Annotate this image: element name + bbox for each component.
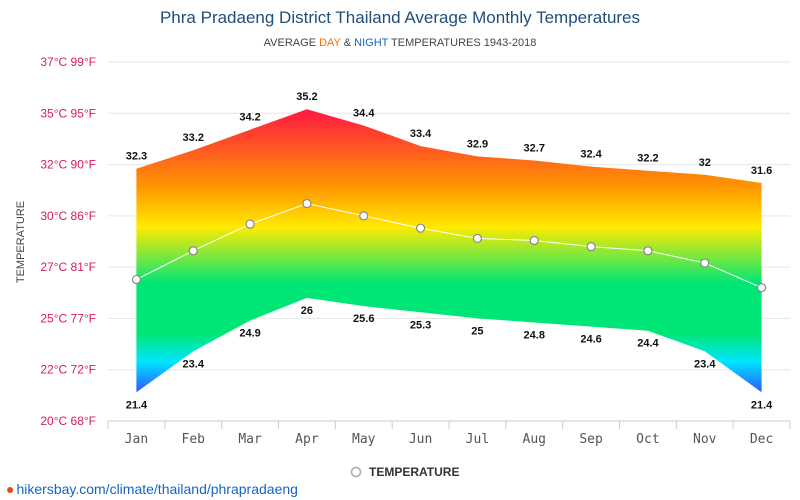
y-tick-label: 30°C 86°F — [40, 209, 96, 223]
average-point — [245, 219, 255, 229]
legend[interactable]: TEMPERATURE — [350, 465, 460, 479]
night-value-label: 26 — [301, 305, 313, 317]
x-tick-label: Mar — [238, 432, 262, 447]
night-value-label: 25.6 — [353, 313, 374, 325]
day-value-label: 32 — [699, 157, 711, 169]
y-tick-label: 25°C 77°F — [40, 311, 96, 325]
day-value-label: 32.7 — [524, 142, 545, 154]
subtitle-amp: & — [341, 37, 354, 49]
day-value-label: 32.9 — [467, 138, 488, 150]
average-temperature-line — [136, 202, 762, 289]
legend-marker-icon — [350, 466, 362, 478]
subtitle-night: NIGHT — [354, 37, 389, 49]
day-value-label: 34.2 — [239, 112, 260, 124]
subtitle-day: DAY — [319, 37, 341, 49]
night-value-label: 24.8 — [524, 330, 545, 342]
average-point — [529, 235, 539, 246]
y-axis-label: TEMPERATURE — [15, 201, 27, 283]
average-point — [131, 274, 142, 285]
day-value-label: 34.4 — [353, 108, 375, 120]
x-tick-label: Aug — [523, 432, 546, 447]
x-tick-label: Jul — [466, 432, 489, 447]
average-point — [586, 242, 596, 252]
average-point — [756, 283, 767, 293]
y-tick-label: 32°C 90°F — [40, 158, 96, 172]
night-value-label: 23.4 — [694, 358, 716, 370]
night-value-label: 24.4 — [637, 338, 659, 350]
night-value-labels: 21.4 23.4 24.9 26 25.6 25.3 25 24.8 24.6 24.4 23.4… — [126, 305, 773, 411]
y-tick-label: 37°C 99°F — [40, 55, 96, 69]
night-value-label: 24.6 — [580, 334, 601, 346]
legend-label: TEMPERATURE — [369, 465, 459, 479]
day-value-labels: 32.3 33.2 34.2 35.2 34.4 33.4 32.9 32.7 32.4 32.2… — [126, 91, 773, 177]
day-value-label: 32.3 — [126, 151, 147, 163]
y-tick-label: 20°C 68°F — [40, 414, 96, 428]
map-pin-icon: ● — [6, 481, 15, 497]
chart-title: Phra Pradaeng District Thailand Average … — [160, 8, 640, 27]
day-value-label: 33.2 — [183, 132, 204, 144]
source-link[interactable]: ● hikersbay.com/climate/thailand/phraprad… — [6, 481, 298, 497]
x-tick-label: Oct — [636, 432, 659, 447]
day-value-label: 32.4 — [580, 149, 602, 161]
average-point — [359, 211, 369, 221]
average-temperature-points — [131, 198, 767, 293]
y-tick-label: 35°C 95°F — [40, 106, 96, 120]
day-value-label: 32.2 — [637, 153, 658, 165]
night-value-label: 25.3 — [410, 319, 431, 331]
day-value-label: 31.6 — [751, 165, 772, 177]
night-value-label: 21.4 — [751, 399, 773, 411]
x-tick-label: Jun — [409, 432, 432, 447]
x-tick-label: May — [352, 432, 376, 447]
night-value-label: 21.4 — [126, 399, 148, 411]
day-night-temperature-band — [136, 109, 762, 393]
average-point — [302, 198, 312, 209]
night-value-label: 24.9 — [239, 327, 260, 339]
day-value-label: 35.2 — [296, 91, 317, 103]
y-axis-ticks: 20°C 68°F 22°C 72°F 25°C 77°F 27°C 81°F 30°C… — [40, 55, 96, 428]
average-point — [188, 246, 198, 256]
night-value-label: 25 — [471, 325, 483, 337]
subtitle-prefix: AVERAGE — [264, 37, 319, 49]
chart-subtitle: AVERAGE DAY & NIGHT TEMPERATURES 1943-20… — [264, 37, 537, 49]
source-link-text: hikersbay.com/climate/thailand/phraprada… — [16, 481, 298, 497]
average-point — [415, 223, 426, 233]
x-tick-label: Nov — [693, 432, 717, 447]
x-tick-label: Jan — [125, 432, 148, 447]
x-tick-label: Feb — [182, 432, 206, 447]
subtitle-suffix: TEMPERATURES 1943-2018 — [388, 37, 536, 49]
x-axis-ticks: Jan Feb Mar Apr May Jun Jul Aug Sep Oct Nov Dec — [125, 432, 774, 447]
x-tick-label: Sep — [579, 432, 603, 447]
day-value-label: 33.4 — [410, 128, 432, 140]
x-tick-label: Apr — [295, 432, 319, 447]
average-point — [700, 258, 710, 268]
average-point — [643, 246, 653, 256]
average-point — [472, 233, 483, 244]
y-tick-label: 27°C 81°F — [40, 260, 96, 274]
night-value-label: 23.4 — [183, 358, 205, 370]
y-tick-label: 22°C 72°F — [40, 363, 96, 377]
x-tick-label: Dec — [750, 432, 773, 447]
